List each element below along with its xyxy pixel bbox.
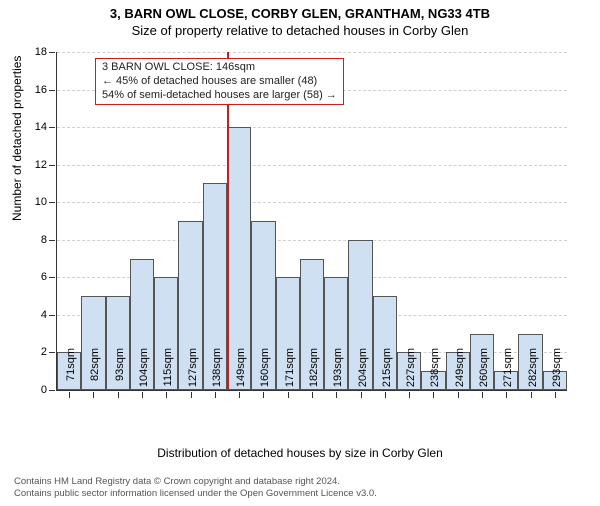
- y-tick-label: 2: [41, 346, 47, 358]
- y-tick: [49, 90, 55, 91]
- x-tick-label: 204sqm: [357, 348, 369, 398]
- x-axis-label: Distribution of detached houses by size …: [0, 446, 600, 460]
- x-tick-label: 127sqm: [187, 348, 199, 398]
- x-tick-label: 93sqm: [114, 348, 126, 398]
- chart-subtitle: Size of property relative to detached ho…: [0, 23, 600, 38]
- y-tick-label: 8: [41, 234, 47, 246]
- y-tick: [49, 240, 55, 241]
- x-tick-label: 238sqm: [429, 348, 441, 398]
- y-tick-label: 18: [35, 46, 47, 58]
- y-tick-label: 0: [41, 384, 47, 396]
- x-tick-label: 82sqm: [89, 348, 101, 398]
- annotation-line2: ← 45% of detached houses are smaller (48…: [102, 75, 337, 89]
- y-tick-label: 4: [41, 309, 47, 321]
- gridline: [57, 165, 567, 166]
- x-tick-label: 138sqm: [211, 348, 223, 398]
- y-tick-label: 10: [35, 196, 47, 208]
- gridline: [57, 202, 567, 203]
- annotation-box: 3 BARN OWL CLOSE: 146sqm ← 45% of detach…: [95, 58, 344, 105]
- plot-area: 02468101214161871sqm82sqm93sqm104sqm115s…: [56, 52, 567, 391]
- y-tick: [49, 127, 55, 128]
- chart-container: 3, BARN OWL CLOSE, CORBY GLEN, GRANTHAM,…: [0, 6, 600, 506]
- x-tick-label: 282sqm: [527, 348, 539, 398]
- x-tick-label: 149sqm: [235, 348, 247, 398]
- x-tick-label: 215sqm: [381, 348, 393, 398]
- x-tick-label: 71sqm: [65, 348, 77, 398]
- y-tick: [49, 315, 55, 316]
- gridline: [57, 127, 567, 128]
- footer-attribution: Contains HM Land Registry data © Crown c…: [14, 476, 377, 500]
- chart-title-address: 3, BARN OWL CLOSE, CORBY GLEN, GRANTHAM,…: [0, 6, 600, 21]
- y-tick-label: 16: [35, 84, 47, 96]
- y-tick: [49, 390, 55, 391]
- x-tick-label: 160sqm: [259, 348, 271, 398]
- y-tick-label: 12: [35, 159, 47, 171]
- x-tick-label: 271sqm: [502, 348, 514, 398]
- footer-line2: Contains public sector information licen…: [14, 488, 377, 500]
- annotation-line3: 54% of semi-detached houses are larger (…: [102, 89, 337, 103]
- y-tick: [49, 277, 55, 278]
- x-tick-label: 182sqm: [308, 348, 320, 398]
- y-tick: [49, 352, 55, 353]
- x-tick-label: 193sqm: [332, 348, 344, 398]
- x-tick-label: 171sqm: [284, 348, 296, 398]
- y-tick-label: 6: [41, 271, 47, 283]
- y-tick: [49, 165, 55, 166]
- gridline: [57, 52, 567, 53]
- footer-line1: Contains HM Land Registry data © Crown c…: [14, 476, 377, 488]
- x-tick-label: 293sqm: [551, 348, 563, 398]
- x-tick-label: 227sqm: [405, 348, 417, 398]
- y-tick-label: 14: [35, 121, 47, 133]
- x-tick-label: 104sqm: [138, 348, 150, 398]
- annotation-line1: 3 BARN OWL CLOSE: 146sqm: [102, 61, 337, 75]
- x-tick-label: 115sqm: [162, 348, 174, 398]
- gridline: [57, 240, 567, 241]
- y-tick: [49, 52, 55, 53]
- x-tick-label: 260sqm: [478, 348, 490, 398]
- y-axis-label: Number of detached properties: [10, 56, 24, 221]
- y-tick: [49, 202, 55, 203]
- x-tick-label: 249sqm: [454, 348, 466, 398]
